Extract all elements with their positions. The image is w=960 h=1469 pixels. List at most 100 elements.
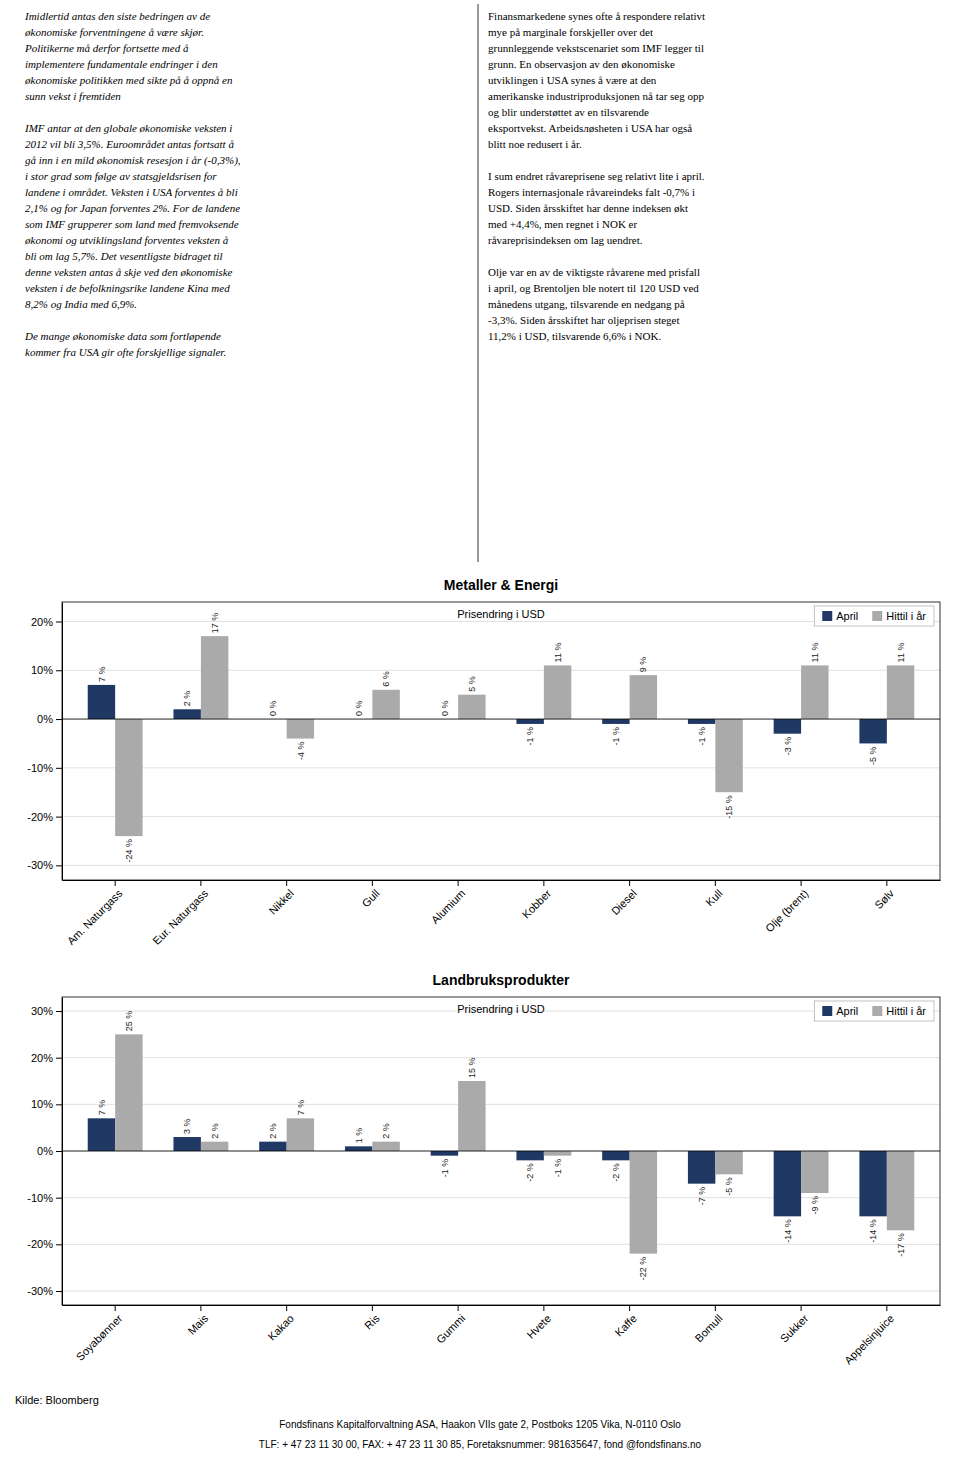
bar [173,709,200,719]
data-label: 2 % [381,1123,391,1139]
y-axis: -30%-20%-10%0%10%20% [27,603,62,881]
tick-label: Sukker [778,1312,811,1345]
bar [287,1118,314,1151]
text-line: økonomiske politikken med sikte på å opp… [24,74,233,86]
tick-mark [629,1305,630,1311]
x-tick: Gull [359,880,381,909]
data-labels: 7 %3 %2 %1 %-1 %-2 %-2 %-7 %-14 %-14 %25… [97,1011,906,1280]
text-section: Imidlertid antas den siste bedringen av … [24,4,705,562]
grid-line [62,1057,940,1058]
x-tick: Kakao [265,1305,296,1343]
bar [201,636,228,719]
text-line: månedens utgang, tilsvarende en nedgang … [488,298,685,310]
legend-label: April [836,1005,858,1017]
legend-item: Hittil i år [872,610,926,622]
data-label: -15 % [724,795,734,819]
text-line: utviklingen i USA synes å være at den [488,74,657,86]
text-line: amerikanske industriproduksjonen nå tar … [488,90,704,102]
bar [458,1081,485,1151]
y-tick: 10% [31,1098,62,1110]
tick-label: 0% [37,713,53,725]
tick-label: Nikkel [266,887,296,917]
tick-label: Ris [362,1312,382,1332]
data-label: 3 % [182,1118,192,1134]
x-tick: Alumium [429,880,468,926]
bar [431,1151,458,1156]
tick-label: Gull [359,887,381,909]
data-label: -1 % [611,727,621,746]
tick-mark [543,1305,544,1311]
tick-mark [56,1058,62,1059]
text-line: økonomi og utviklingsland forventes veks… [24,234,229,246]
tick-label: 10% [31,1098,53,1110]
bar [173,1137,200,1151]
tick-mark [286,1305,287,1311]
legend-swatch [822,1006,832,1016]
data-label: 0 % [440,701,450,717]
tick-mark [200,880,201,886]
tick-mark [458,880,459,886]
tick-label: Eur. Naturgass [150,887,210,947]
grid-line [62,767,940,768]
text-line: og blir understøttet av en tilsvarende [488,106,649,118]
text-line: -3,3%. Siden årsskiftet har oljeprisen s… [488,314,680,326]
tick-label: 30% [31,1005,53,1017]
bars [88,1034,915,1253]
legend-swatch [872,1006,882,1016]
y-tick: -30% [27,1285,62,1297]
tick-label: -30% [27,1285,53,1297]
y-tick: 20% [31,1052,62,1064]
tick-label: Diesel [609,887,639,917]
bar [372,1142,399,1151]
tick-mark [286,880,287,886]
text-line: IMF antar at den globale økonomiske veks… [24,122,232,134]
bar [801,1151,828,1193]
text-line: De mange økonomiske data som fortløpende [24,330,221,342]
y-tick: 0% [37,713,62,725]
grid-line [62,621,940,622]
x-tick: Ris [362,1305,382,1332]
legend-swatch [822,611,832,621]
x-tick: Gummi [434,1305,468,1346]
bar [688,719,715,724]
tick-mark [56,622,62,623]
tick-mark [115,880,116,886]
data-label: -1 % [440,1159,450,1178]
data-label: 25 % [124,1011,134,1032]
x-tick: Kull [703,880,724,909]
data-label: 11 % [810,643,820,663]
data-label: -22 % [638,1257,648,1281]
data-label: -24 % [124,839,134,863]
tick-mark [200,1305,201,1311]
x-tick: Kaffe [612,1305,639,1339]
x-tick: Am. Naturgass [65,880,125,947]
text-line: Politikerne må derfor fortsette med å [24,42,189,54]
tick-label: Kaffe [612,1312,639,1339]
data-label: 7 % [97,666,107,682]
bar [345,1146,372,1151]
tick-label: Mais [185,1312,210,1337]
tick-mark [886,1305,887,1311]
bar [201,1142,228,1151]
tick-mark [458,1305,459,1311]
bar [544,1151,571,1156]
tick-mark [372,880,373,886]
bar [516,1151,543,1160]
y-tick: -10% [27,762,62,774]
tick-label: Kull [703,887,724,908]
y-tick: 10% [31,664,62,676]
bar [715,719,742,792]
x-axis: SoyabønnerMaisKakaoRisGummiHveteKaffeBom… [63,1305,941,1366]
data-label: -2 % [611,1163,621,1182]
tick-label: Am. Naturgass [65,887,125,947]
tick-label: Hvete [524,1312,553,1341]
y-tick: 30% [31,1005,62,1017]
text-line: Imidlertid antas den siste bedringen av … [24,10,210,22]
tick-mark [56,817,62,818]
data-label: 15 % [467,1057,477,1078]
data-label: -14 % [783,1219,793,1243]
tick-label: Appelsinjuice [842,1312,896,1366]
column-divider [478,4,479,562]
text-line: med +4,4%, men regnet i NOK er [488,218,637,230]
tick-mark [56,1011,62,1012]
